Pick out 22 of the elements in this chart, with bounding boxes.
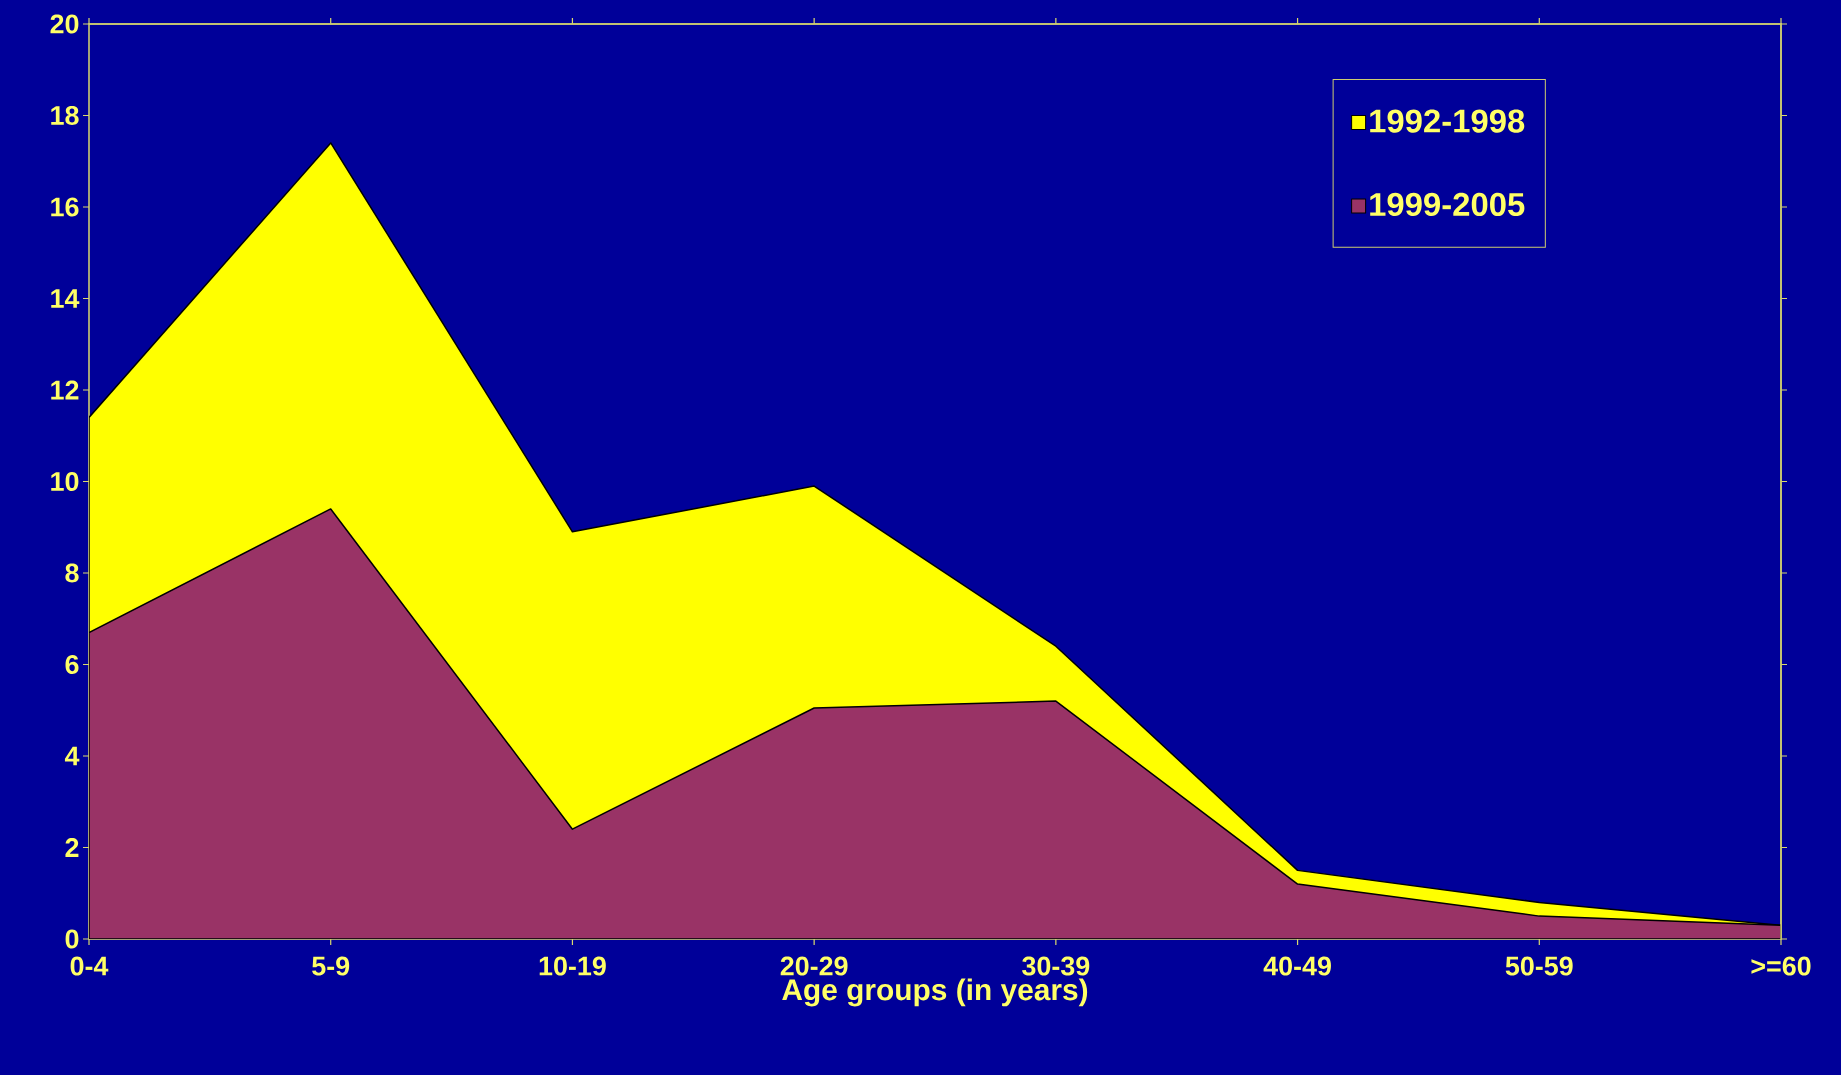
legend-label: 1992-1998	[1370, 109, 1525, 133]
x-axis-title: Age groups (in years)	[782, 978, 1088, 1007]
y-tick-label: 12	[51, 380, 79, 400]
x-tick-label: 50-59	[1505, 956, 1573, 976]
y-tick-label: 10	[51, 471, 79, 492]
x-tick-label: 5-9	[312, 956, 350, 976]
y-tick-label: 0	[65, 929, 79, 949]
x-tick-label: 0-4	[70, 956, 109, 976]
x-tick-label: 40-49	[1263, 956, 1331, 976]
y-tick-label: 6	[65, 654, 79, 675]
y-tick-label: 4	[64, 746, 80, 766]
y-tick-label: 16	[51, 197, 79, 217]
y-tick-label: 20	[50, 14, 79, 34]
y-tick-label: 2	[65, 838, 79, 857]
y-tick-label: 14	[51, 289, 80, 308]
x-tick-label: >=60	[1751, 956, 1811, 976]
x-tick-label: 10-19	[539, 956, 606, 976]
x-tick-label: 20-29	[780, 956, 848, 976]
y-tick-label: 8	[65, 563, 79, 583]
x-tick-label: 30-39	[1022, 956, 1090, 976]
y-tick-label: 18	[51, 105, 79, 126]
legend-label: 1999-2005	[1370, 192, 1525, 217]
